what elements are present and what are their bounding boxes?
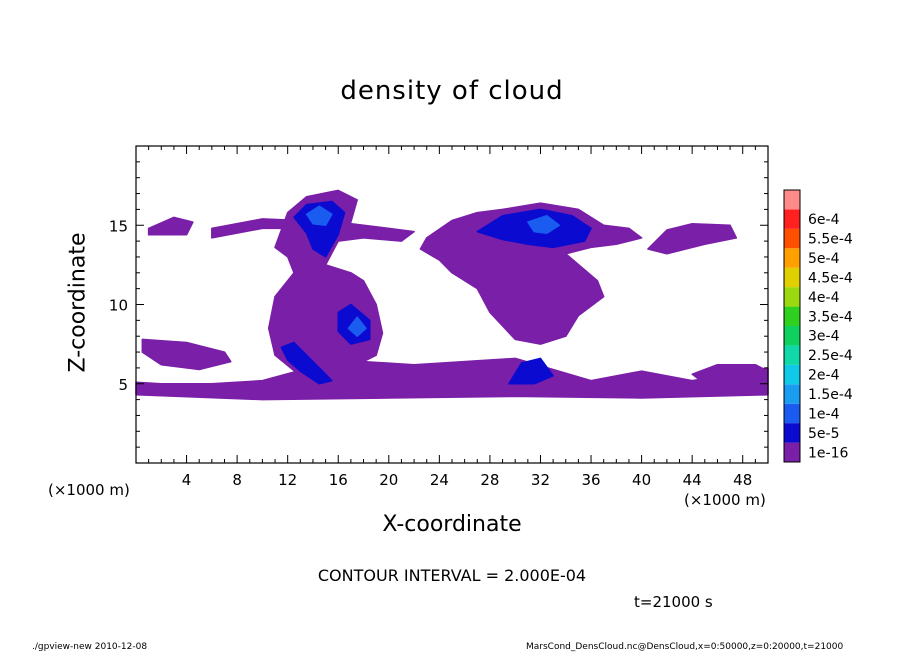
colorbar-swatch <box>784 423 800 443</box>
footer-right: MarsCond_DensCloud.nc@DensCloud,x=0:5000… <box>526 642 844 652</box>
density-region-4 <box>147 216 194 236</box>
colorbar-swatch <box>784 403 800 424</box>
x-tick-label: 32 <box>531 471 550 489</box>
x-tick-label: 28 <box>480 471 499 489</box>
density-region-13 <box>305 205 333 227</box>
y-tick-label: 10 <box>109 297 128 315</box>
colorbar-swatch <box>784 228 800 249</box>
x-tick-label: 48 <box>733 471 752 489</box>
footer-left: ./gpview-new 2010-12-08 <box>32 642 148 652</box>
colorbar-swatch <box>784 364 800 385</box>
y-tick-label: 5 <box>118 376 128 394</box>
colorbar-label: 6e-4 <box>808 212 840 228</box>
colorbar-label: 1.5e-4 <box>808 387 853 403</box>
colorbar-label: 5e-5 <box>808 426 839 442</box>
x-tick-label: 12 <box>278 471 297 489</box>
y-tick-label: 15 <box>109 217 128 235</box>
colorbar-label: 5.5e-4 <box>808 232 853 248</box>
density-region-6 <box>647 222 738 255</box>
chart-title: density of cloud <box>340 76 564 106</box>
x-tick-label: 44 <box>683 471 702 489</box>
x-tick-label: 8 <box>232 471 242 489</box>
colorbar-label: 4.5e-4 <box>808 270 853 286</box>
x-tick-label: 16 <box>329 471 348 489</box>
density-region-1 <box>141 338 232 371</box>
colorbar-swatch <box>784 306 800 326</box>
colorbar-swatch <box>784 345 800 365</box>
x-tick-label: 36 <box>581 471 600 489</box>
cloud-density-fill <box>135 189 769 401</box>
y-axis-ticks: 5 10 15 <box>109 161 768 448</box>
x-unit-right: (×1000 m) <box>684 491 766 509</box>
density-region-10 <box>280 341 333 385</box>
x-axis-label: X-coordinate <box>382 512 522 537</box>
colorbar-swatch <box>784 209 800 229</box>
x-unit-left: (×1000 m) <box>48 481 130 499</box>
colorbar-label: 3.5e-4 <box>808 309 853 325</box>
x-tick-label: 24 <box>430 471 449 489</box>
x-axis-ticks: 4 8 12 16 20 24 28 32 36 40 44 48 <box>148 146 756 489</box>
contour-interval: CONTOUR INTERVAL = 2.000E-04 <box>317 566 587 585</box>
density-region-0 <box>135 357 769 401</box>
colorbar-label: 4e-4 <box>808 290 840 306</box>
colorbar-label: 1e-4 <box>808 406 840 422</box>
density-region-14 <box>527 214 561 234</box>
colorbar: 1e-16 5e-5 1e-4 1.5e-4 2e-4 2.5e-4 3e-4 3.5e-4 4… <box>783 189 853 463</box>
time-label: t=21000 s <box>634 593 713 611</box>
colorbar-swatch <box>784 384 800 404</box>
colorbar-swatch <box>784 190 800 210</box>
colorbar-swatch <box>784 267 800 288</box>
colorbar-label: 3e-4 <box>808 329 840 345</box>
colorbar-label: 5e-4 <box>808 251 840 267</box>
colorbar-label: 2e-4 <box>808 368 840 384</box>
x-tick-label: 4 <box>182 471 192 489</box>
density-region-15 <box>347 316 367 337</box>
colorbar-label: 2.5e-4 <box>808 348 853 364</box>
plot-frame <box>135 145 769 464</box>
x-tick-label: 20 <box>379 471 398 489</box>
density-region-12 <box>508 357 554 385</box>
x-tick-label: 40 <box>632 471 651 489</box>
colorbar-swatch <box>784 287 800 307</box>
colorbar-label: 1e-16 <box>808 445 848 461</box>
colorbar-swatch <box>784 326 800 346</box>
colorbar-frame <box>783 189 801 463</box>
colorbar-swatch <box>784 248 800 268</box>
y-axis-label: Z-coordinate <box>65 232 91 373</box>
colorbar-swatch <box>784 442 800 462</box>
